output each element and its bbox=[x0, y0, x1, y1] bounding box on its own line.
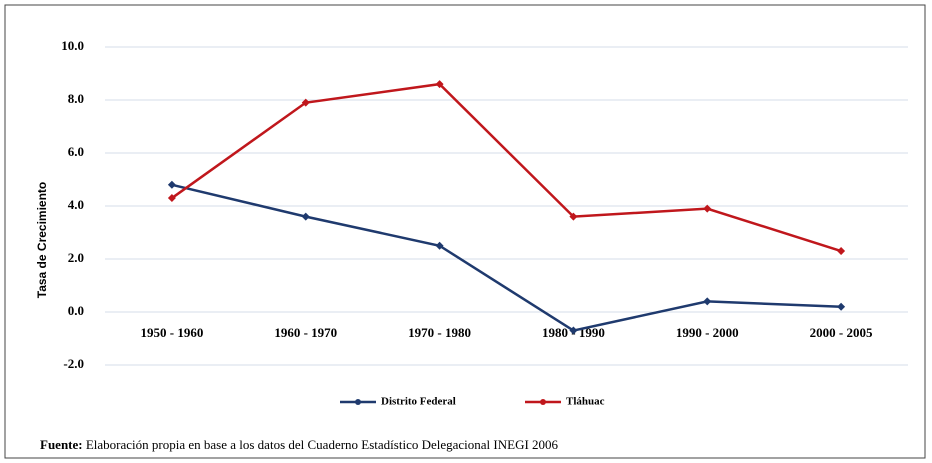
data-point bbox=[569, 326, 578, 335]
legend-label: Tláhuac bbox=[566, 396, 605, 408]
data-point bbox=[703, 297, 712, 306]
source-text: Elaboración propia en base a los datos d… bbox=[86, 437, 559, 452]
data-point bbox=[435, 241, 444, 250]
legend-marker bbox=[355, 399, 361, 405]
x-tick-label: 1950 - 1960 bbox=[140, 325, 203, 340]
y-tick-label: 4.0 bbox=[68, 197, 84, 212]
y-axis-label: Tasa de Crecimiento bbox=[35, 182, 49, 298]
y-tick-label: 0.0 bbox=[68, 303, 84, 318]
data-point bbox=[435, 80, 444, 89]
x-tick-label: 1970 - 1980 bbox=[408, 325, 471, 340]
data-point bbox=[167, 180, 176, 189]
legend-marker bbox=[540, 399, 546, 405]
y-tick-label: 10.0 bbox=[61, 38, 84, 53]
x-tick-label: 2000 - 2005 bbox=[810, 325, 873, 340]
data-point bbox=[837, 247, 846, 256]
x-tick-label: 1990 - 2000 bbox=[676, 325, 739, 340]
y-tick-label: 6.0 bbox=[68, 144, 84, 159]
x-tick-label: 1960 - 1970 bbox=[274, 325, 337, 340]
source-note: Fuente: Elaboración propia en base a los… bbox=[40, 437, 559, 452]
series-line bbox=[171, 82, 842, 253]
y-tick-label: 8.0 bbox=[68, 91, 84, 106]
legend-label: Distrito Federal bbox=[381, 396, 456, 408]
source-label: Fuente: bbox=[40, 437, 83, 452]
data-point bbox=[301, 98, 310, 107]
data-point bbox=[703, 204, 712, 213]
y-tick-label: 2.0 bbox=[68, 250, 84, 265]
chart-border bbox=[4, 4, 926, 459]
data-point bbox=[837, 302, 846, 311]
data-point bbox=[167, 194, 176, 203]
data-point bbox=[301, 212, 310, 221]
y-tick-label: -2.0 bbox=[63, 356, 84, 371]
series-line bbox=[171, 183, 842, 332]
data-point bbox=[569, 212, 578, 221]
